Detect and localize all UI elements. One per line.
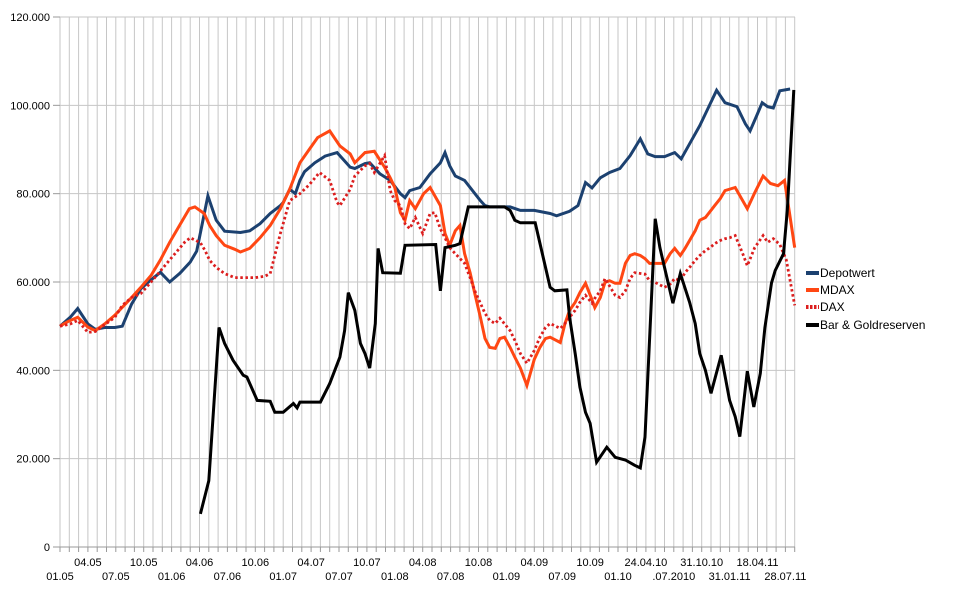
x-axis-label: .07.2010 [652,571,695,583]
x-axis-label: 10.09 [576,557,604,569]
mdax-line-swatch-icon [806,287,819,292]
x-axis-label: 01.05 [46,571,74,583]
legend-label: DAX [820,300,845,315]
x-axis-label: 31.10.10 [680,557,723,569]
x-axis-label: 01.09 [493,571,521,583]
x-axis-label: 18.04.11 [736,557,778,569]
y-axis-label: 60.000 [16,277,50,289]
x-axis-label: 07.06 [214,571,242,583]
y-axis-label: 120.000 [10,12,50,24]
legend-item-dax: DAX [806,299,966,316]
x-axis-label: 28.07.11 [764,571,806,583]
x-axis-label: 07.05 [102,571,130,583]
x-axis-label: 10.08 [465,557,493,569]
x-axis-label: 01.10 [604,571,632,583]
series-line-bar-goldreserven [198,89,796,515]
x-axis-label: 07.07 [325,571,353,583]
y-axis-label: 80.000 [16,189,50,201]
x-axis-label: 04.05 [74,557,102,569]
y-axis-label: 20.000 [16,454,50,466]
x-axis-label: 01.08 [381,571,409,583]
x-axis-label: 07.08 [437,571,465,583]
x-axis-label: 10.07 [353,557,381,569]
x-axis-label: 04.07 [297,557,325,569]
x-axis-label: 04.06 [186,557,214,569]
x-axis-label: 10.05 [130,557,158,569]
dax-dotted-line-swatch-icon [806,305,819,310]
y-axis-label: 100.000 [10,100,50,112]
x-axis-label: 01.06 [158,571,186,583]
x-axis-label: 07.09 [548,571,576,583]
y-axis-label: 40.000 [16,365,50,377]
legend-item-mdax: MDAX [806,281,966,298]
series-line-mdax [59,128,797,391]
bar-goldreserven-line-swatch-icon [806,322,819,327]
legend-item-depotwert: Depotwert [806,264,966,281]
legend-item-bar-goldreserven: Bar & Goldreserven [806,316,966,333]
x-axis-label: 04.08 [409,557,437,569]
x-axis-label: 04.09 [521,557,549,569]
legend-label: Depotwert [820,265,875,280]
x-axis-label: 01.07 [269,571,297,583]
legend-label: Bar & Goldreserven [820,317,926,332]
x-axis-label: 10.06 [242,557,270,569]
y-axis-label: 0 [44,542,50,554]
depotwert-line-swatch-icon [806,270,819,275]
chart-legend: Depotwert MDAX DAX Bar & Goldreserven [806,264,966,333]
series-line-dax [59,151,797,366]
x-axis-label: 24.04.10 [624,557,667,569]
x-axis-label: 31.01.11 [709,571,751,583]
series-line-depotwert [59,87,791,331]
legend-label: MDAX [820,282,855,297]
